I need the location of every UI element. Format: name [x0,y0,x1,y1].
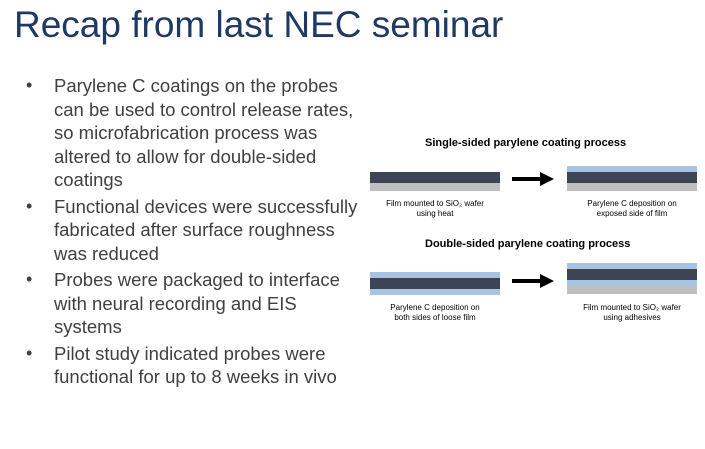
caption-line: using heat [416,209,454,218]
parylene-layer [567,263,697,269]
bullet-dot: • [26,195,33,216]
bullet-text: Probes were packaged to interface with n… [54,269,340,337]
bullet-dot: • [26,342,33,363]
caption-line: Film mounted to SiO₂ wafer [386,199,484,208]
film-layer [567,172,697,183]
parylene-layer [370,289,500,295]
parylene-layer [567,166,697,172]
wafer-layer [567,286,697,294]
caption-line: using adhesives [603,313,661,322]
parylene-layer [567,280,697,286]
wafer-layer [567,183,697,191]
bullet-text: Pilot study indicated probes were functi… [54,342,337,388]
single-step2-stack [567,166,697,191]
single-sided-heading: Single-sided parylene coating process [425,137,627,149]
film-layer [370,278,500,289]
bullet-item: • Pilot study indicated probes were funct… [20,342,365,389]
bullet-list: • Parylene C coatings on the probes can b… [20,74,365,392]
bullet-dot: • [26,269,33,289]
film-layer [370,172,500,183]
parylene-layer [370,272,500,278]
double-step2-stack [567,263,697,294]
caption-line: exposed side of film [596,209,668,218]
bullet-item: • Functional devices were successfully fa… [20,195,365,266]
single-step1-caption: Film mounted to SiO₂ wafer using heat [360,199,510,219]
double-step2-caption: Film mounted to SiO₂ wafer using adhesiv… [557,303,705,323]
bullet-item: • Probes were packaged to interface with … [20,268,365,339]
arrow-right-icon [512,172,554,186]
bullet-text: Functional devices were successfully fab… [54,195,358,264]
single-step2-caption: Parylene C deposition on exposed side of… [557,199,705,219]
double-step1-stack [370,272,500,295]
double-step1-caption: Parylene C deposition on both sides of l… [360,303,510,323]
bullet-text: Parylene C coatings on the probes can be… [54,75,354,190]
film-layer [567,269,697,280]
caption-line: Parylene C deposition on [587,199,677,208]
slide-title: Recap from last NEC seminar [14,4,504,45]
wafer-layer [370,183,500,191]
double-sided-heading: Double-sided parylene coating process [425,238,631,250]
caption-line: Film mounted to SiO₂ wafer [583,303,681,312]
bullet-dot: • [26,75,33,95]
bullet-item: • Parylene C coatings on the probes can b… [20,74,365,192]
caption-line: Parylene C deposition on [390,303,480,312]
arrow-right-icon [512,274,554,288]
caption-line: both sides of loose film [394,313,476,322]
single-step1-stack [370,172,500,191]
